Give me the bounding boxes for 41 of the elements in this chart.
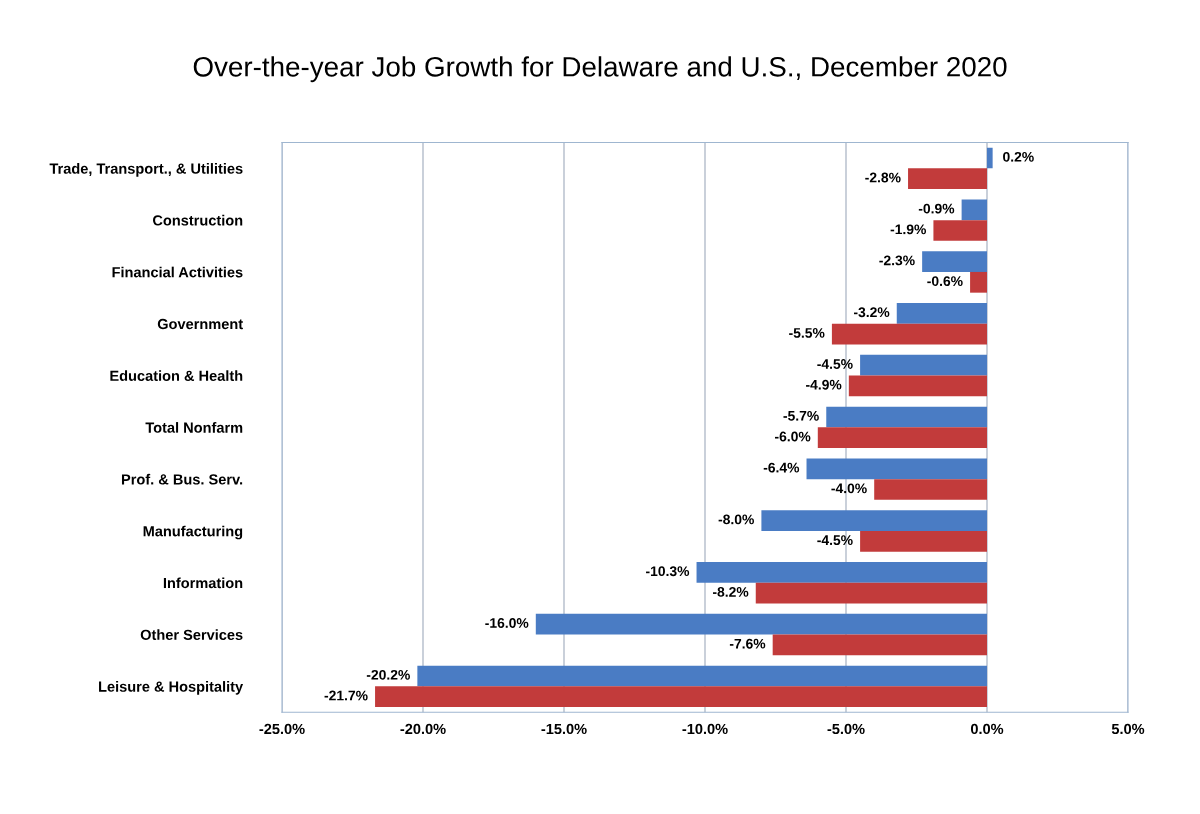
y-tick-label: Other Services [140, 629, 243, 640]
data-label: -6.0% [775, 431, 811, 442]
data-label: -16.0% [485, 618, 529, 628]
data-label: -2.8% [865, 172, 901, 183]
data-label: 0.2% [1003, 151, 1034, 162]
x-tick-label: -15.0% [541, 723, 587, 735]
data-label: -4.0% [831, 483, 867, 494]
data-label: -8.2% [712, 587, 749, 597]
y-tick-label: Manufacturing [143, 525, 243, 540]
data-label: -2.3% [879, 255, 915, 266]
chart-title: Over-the-year Job Growth for Delaware and U.S., December 2020 [193, 56, 1007, 83]
data-label: -4.5% [817, 535, 853, 546]
y-tick-label: Education & Health [110, 370, 243, 381]
y-tick-label: Construction [152, 214, 243, 226]
x-tick-label: -10.0% [682, 723, 728, 735]
y-tick-label: Information [163, 577, 243, 589]
data-label: -0.9% [918, 203, 955, 214]
y-tick-label: Leisure & Hospitality [99, 681, 244, 695]
data-label: -1.9% [890, 224, 927, 235]
x-tick-label: 5.0% [1111, 723, 1145, 735]
data-label: -0.6% [927, 276, 963, 287]
data-label: -20.2% [366, 669, 410, 680]
data-label: -7.6% [729, 638, 766, 649]
data-label: -6.4% [763, 462, 800, 473]
data-label: -8.0% [718, 514, 754, 525]
y-tick-label: Government [157, 318, 243, 330]
data-label: -5.5% [789, 328, 825, 338]
x-tick-label: 0.0% [970, 723, 1004, 735]
x-tick-label: -25.0% [259, 723, 305, 735]
x-tick-label: -5.0% [827, 723, 865, 735]
data-label: -21.7% [324, 690, 368, 701]
data-label: -4.9% [806, 379, 842, 390]
data-label: -4.5% [817, 359, 853, 369]
y-tick-label: Total Nonfarm [145, 422, 243, 433]
y-tick-label: Financial Activities [112, 266, 243, 278]
data-label: -3.2% [853, 307, 890, 318]
data-label: -5.7% [783, 410, 819, 421]
data-label: -10.3% [646, 566, 690, 577]
y-tick-label: Trade, Transport., & Utilities [49, 163, 243, 177]
x-tick-label: -20.0% [400, 723, 446, 735]
y-tick-label: Prof. & Bus. Serv. [121, 473, 243, 485]
